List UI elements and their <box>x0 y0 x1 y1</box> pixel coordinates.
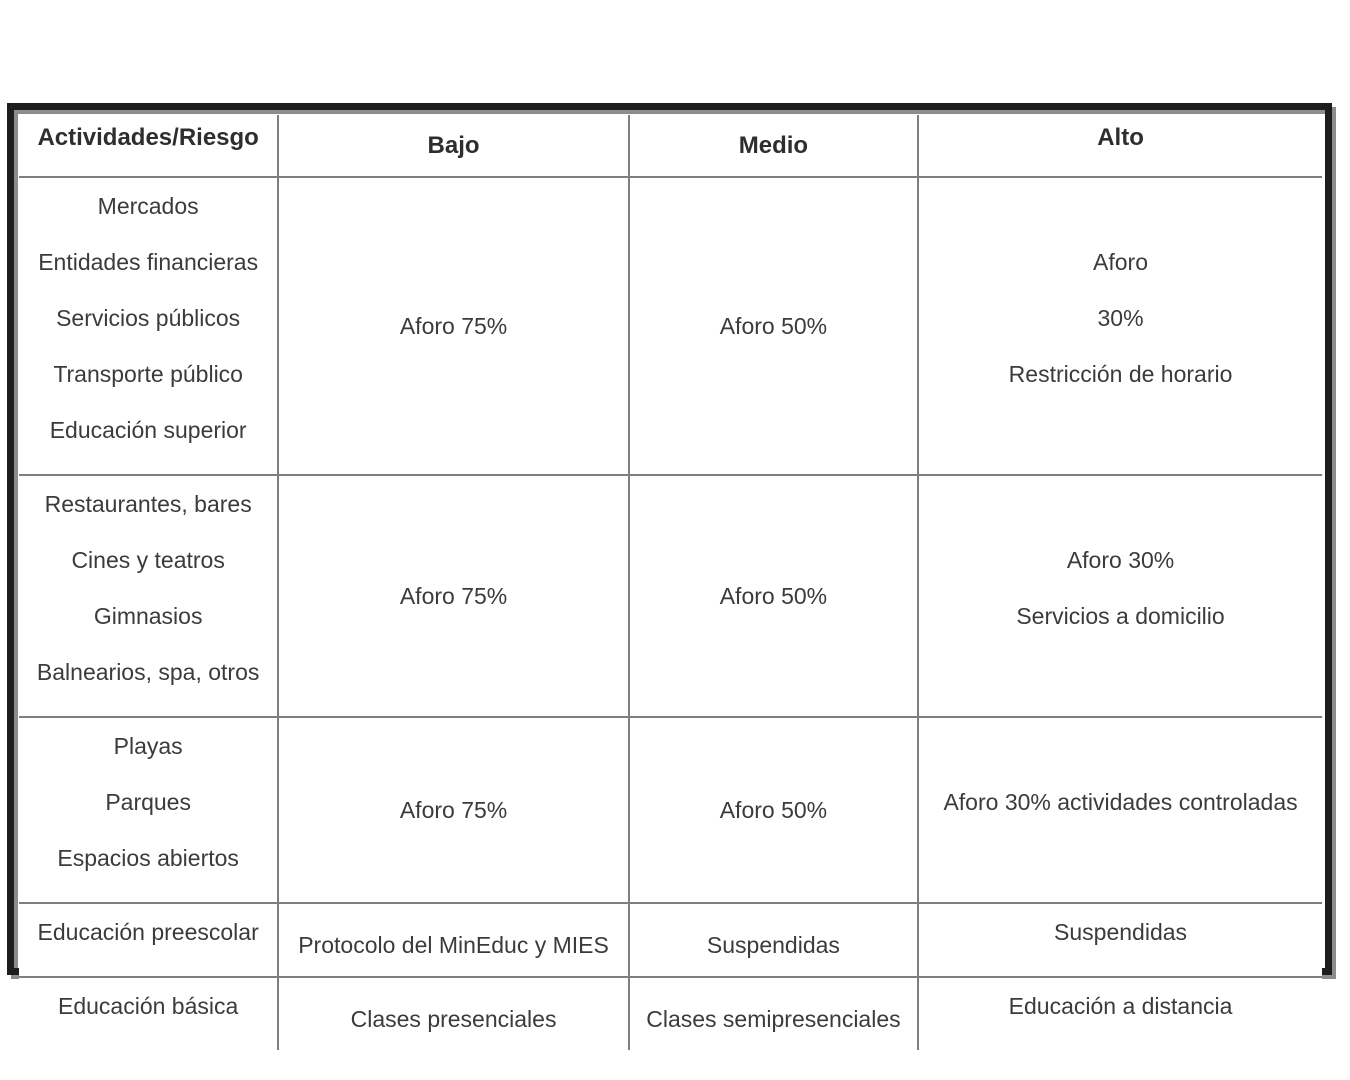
cell-line: Educación básica <box>58 993 239 1019</box>
table-row-restaurantes: Restaurantes, bares Cines y teatros Gimnas… <box>17 474 1323 718</box>
cell-line: Restricción de horario <box>1008 361 1233 387</box>
cell-activities-4: Educación preescolar <box>17 902 280 978</box>
cell-line: Cines y teatros <box>71 547 225 573</box>
cell-line: Protocolo del MinEduc y MIES <box>298 931 609 958</box>
cell-line: Suspendidas <box>1054 919 1188 945</box>
cell-line: Aforo 50% <box>719 583 828 609</box>
header-row: Actividades/Riesgo Bajo Medio Alto <box>17 114 1323 178</box>
cell-activities-1: Mercados Entidades financieras Servicios p… <box>17 176 280 476</box>
cell-line: Mercados <box>97 193 199 219</box>
cell-medio-3: Aforo 50% <box>627 716 920 904</box>
cell-line: Clases semipresenciales <box>646 1005 901 1032</box>
cell-medio-4: Suspendidas <box>627 902 920 978</box>
cell-line: Aforo 75% <box>399 313 508 339</box>
table-row-mercados: Mercados Entidades financieras Servicios p… <box>17 176 1323 476</box>
cell-bajo-2: Aforo 75% <box>277 474 630 718</box>
cell-bajo-4: Protocolo del MinEduc y MIES <box>277 902 630 978</box>
cell-line: Educación preescolar <box>37 919 259 945</box>
cell-line: Educación a distancia <box>1008 993 1233 1019</box>
cell-line: Aforo 50% <box>719 797 828 823</box>
header-alto: Alto <box>917 114 1323 178</box>
cell-line: Aforo 75% <box>399 797 508 823</box>
cell-bajo-5: Clases presenciales <box>277 976 630 1051</box>
cell-line: Educación superior <box>49 417 247 443</box>
header-actividades-riesgo: Actividades/Riesgo <box>17 114 280 178</box>
cell-line: Suspendidas <box>706 931 840 958</box>
cell-activities-5: Educación básica <box>17 976 280 1051</box>
cell-line: Servicios a domicilio <box>1016 603 1225 629</box>
cell-bajo-3: Aforo 75% <box>277 716 630 904</box>
cell-line: Restaurantes, bares <box>44 491 252 517</box>
cell-medio-1: Aforo 50% <box>627 176 920 476</box>
cell-line: Aforo 30% <box>1066 547 1175 573</box>
table-row-educacion-basica: Educación básica Clases presenciales Cla… <box>17 976 1323 1051</box>
cell-line: Parques <box>105 789 191 815</box>
cell-line: Playas <box>113 733 183 759</box>
cell-alto-3: Aforo 30% actividades controladas <box>917 716 1323 904</box>
cell-medio-5: Clases semipresenciales <box>627 976 920 1051</box>
cell-bajo-1: Aforo 75% <box>277 176 630 476</box>
cell-line: Espacios abiertos <box>57 845 239 871</box>
header-bajo: Bajo <box>277 114 630 178</box>
table-frame: Actividades/Riesgo Bajo Medio Alto Merca… <box>7 103 1332 1051</box>
cell-line: 30% <box>1097 305 1144 331</box>
cell-line: Clases presenciales <box>350 1005 557 1032</box>
cell-line: Aforo 50% <box>719 313 828 339</box>
cell-alto-4: Suspendidas <box>917 902 1323 978</box>
cell-line: Entidades financieras <box>38 249 259 275</box>
cell-line: Balnearios, spa, otros <box>36 659 260 685</box>
cell-activities-3: Playas Parques Espacios abiertos <box>17 716 280 904</box>
cell-line: Transporte público <box>53 361 243 387</box>
cell-alto-2: Aforo 30% Servicios a domicilio <box>917 474 1323 718</box>
cell-line: Aforo <box>1093 249 1149 275</box>
table-row-playas: Playas Parques Espacios abiertos Aforo 75%… <box>17 716 1323 904</box>
table-row-educacion-preescolar: Educación preescolar Protocolo del MinEd… <box>17 902 1323 978</box>
cell-alto-5: Educación a distancia <box>917 976 1323 1051</box>
risk-activities-table: Actividades/Riesgo Bajo Medio Alto Merca… <box>17 114 1323 1051</box>
cell-alto-1: Aforo 30% Restricción de horario <box>917 176 1323 476</box>
cell-line: Servicios públicos <box>56 305 241 331</box>
cell-line: Gimnasios <box>93 603 203 629</box>
cell-line: Aforo 30% actividades controladas <box>943 789 1298 815</box>
header-medio: Medio <box>627 114 920 178</box>
cell-activities-2: Restaurantes, bares Cines y teatros Gimnas… <box>17 474 280 718</box>
cell-medio-2: Aforo 50% <box>627 474 920 718</box>
cell-line: Aforo 75% <box>399 583 508 609</box>
